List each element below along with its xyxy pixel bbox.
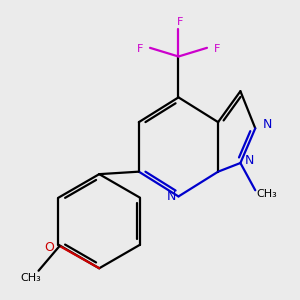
Text: N: N xyxy=(244,154,254,167)
Text: F: F xyxy=(214,44,220,54)
Text: N: N xyxy=(263,118,272,131)
Text: F: F xyxy=(176,17,183,27)
Text: N: N xyxy=(167,190,176,203)
Text: F: F xyxy=(137,44,143,54)
Text: O: O xyxy=(45,241,55,254)
Text: CH₃: CH₃ xyxy=(256,189,277,199)
Text: CH₃: CH₃ xyxy=(21,273,41,283)
